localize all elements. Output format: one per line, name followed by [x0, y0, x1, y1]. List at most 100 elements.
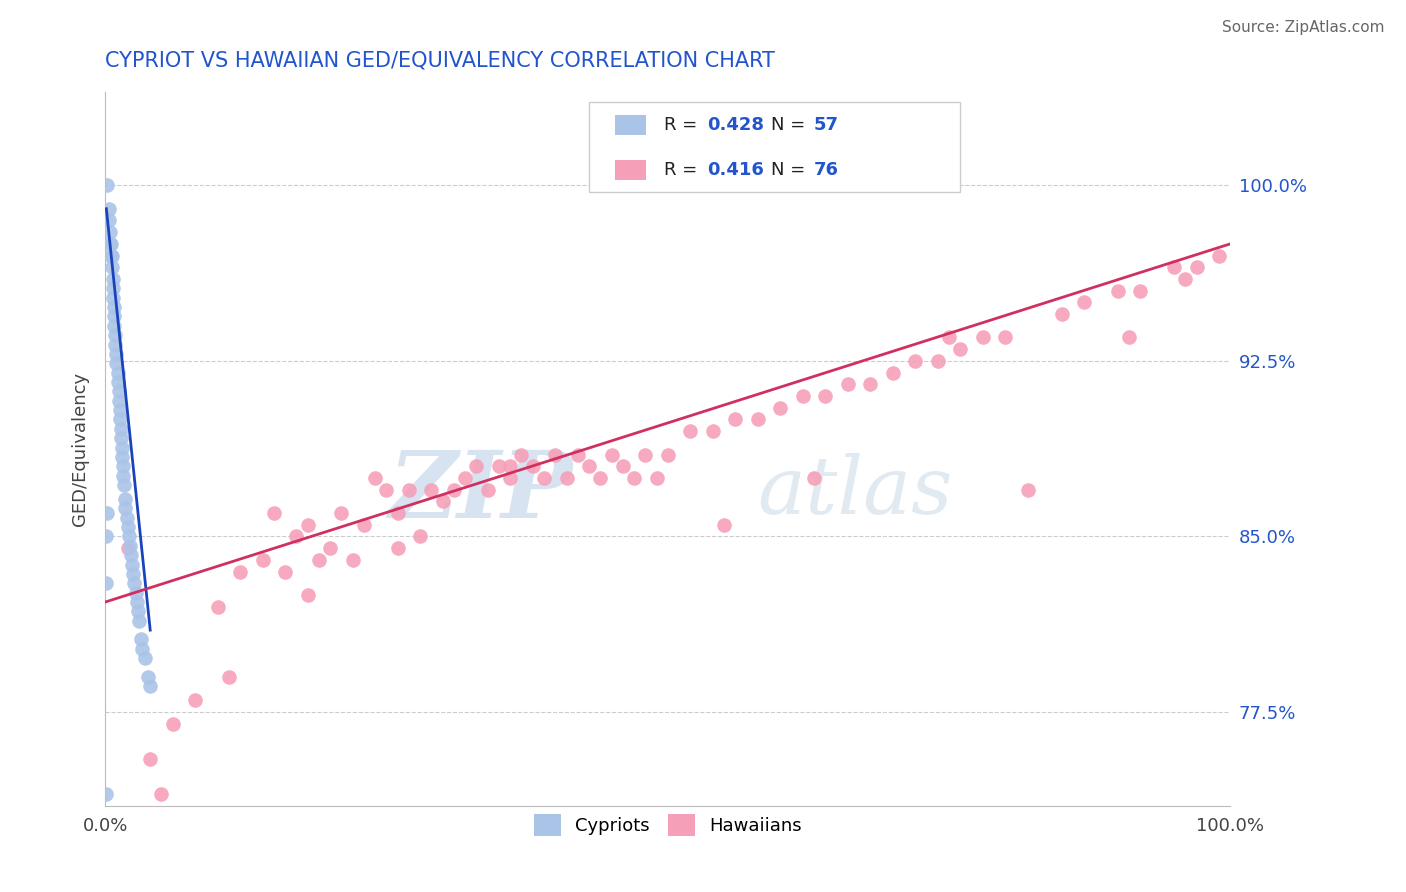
Point — [129, 632, 152, 647]
Point — [555, 471, 578, 485]
Point — [994, 330, 1017, 344]
Text: 76: 76 — [814, 161, 839, 178]
Point — [127, 604, 149, 618]
Point — [207, 599, 229, 614]
Point — [297, 517, 319, 532]
Point — [112, 478, 135, 492]
Point — [131, 641, 153, 656]
Text: CYPRIOT VS HAWAIIAN GED/EQUIVALENCY CORRELATION CHART: CYPRIOT VS HAWAIIAN GED/EQUIVALENCY CORR… — [105, 51, 775, 70]
Point — [98, 236, 121, 251]
Point — [375, 483, 398, 497]
Point — [101, 281, 124, 295]
Text: atlas: atlas — [758, 453, 953, 530]
Point — [98, 225, 121, 239]
Point — [100, 236, 122, 251]
Point — [364, 471, 387, 485]
Point — [330, 506, 353, 520]
Text: R =: R = — [665, 161, 703, 178]
Point — [121, 558, 143, 572]
Point — [101, 291, 124, 305]
Point — [432, 494, 454, 508]
Point — [139, 752, 162, 766]
Point — [96, 787, 118, 801]
Point — [96, 529, 118, 543]
Point — [124, 585, 146, 599]
Point — [465, 459, 488, 474]
Point — [927, 354, 949, 368]
Point — [136, 670, 159, 684]
Point — [100, 248, 122, 262]
Point — [108, 412, 131, 426]
Point — [420, 483, 443, 497]
FancyBboxPatch shape — [614, 160, 647, 179]
Point — [1163, 260, 1185, 275]
Point — [107, 366, 129, 380]
Point — [103, 318, 125, 333]
Point — [96, 506, 118, 520]
Point — [263, 506, 285, 520]
Point — [319, 541, 342, 556]
FancyBboxPatch shape — [614, 115, 647, 136]
Point — [387, 541, 409, 556]
Point — [544, 448, 567, 462]
Point — [342, 553, 364, 567]
Point — [117, 541, 139, 556]
Point — [107, 393, 129, 408]
Point — [150, 787, 173, 801]
Point — [124, 576, 146, 591]
Point — [499, 459, 522, 474]
Point — [814, 389, 837, 403]
Point — [792, 389, 814, 403]
Point — [110, 431, 132, 445]
Point — [107, 384, 129, 399]
Point — [101, 248, 124, 262]
Text: N =: N = — [772, 161, 811, 178]
Point — [285, 529, 308, 543]
Point — [184, 693, 207, 707]
Point — [634, 448, 657, 462]
Point — [1073, 295, 1095, 310]
Point — [105, 347, 128, 361]
Point — [107, 375, 129, 389]
Point — [114, 491, 136, 506]
Point — [522, 459, 544, 474]
Point — [104, 328, 127, 343]
Point — [702, 424, 724, 438]
Point — [972, 330, 994, 344]
Point — [118, 529, 141, 543]
Point — [115, 510, 138, 524]
Point — [118, 539, 141, 553]
Point — [792, 178, 814, 193]
Point — [645, 471, 668, 485]
Point — [101, 260, 124, 275]
Point — [443, 483, 465, 497]
Legend: Cypriots, Hawaiians: Cypriots, Hawaiians — [526, 806, 810, 843]
Point — [567, 448, 589, 462]
Point — [96, 810, 118, 824]
Point — [589, 471, 612, 485]
Point — [679, 424, 702, 438]
Point — [105, 356, 128, 370]
Point — [533, 471, 555, 485]
Point — [803, 471, 825, 485]
Point — [859, 377, 882, 392]
Point — [112, 468, 135, 483]
Point — [252, 553, 274, 567]
Point — [1174, 272, 1197, 286]
Point — [499, 471, 522, 485]
Text: 57: 57 — [814, 116, 839, 134]
Point — [353, 517, 375, 532]
Point — [111, 450, 134, 464]
Point — [96, 178, 118, 193]
Point — [398, 483, 420, 497]
Point — [488, 459, 510, 474]
Point — [1017, 483, 1039, 497]
Point — [103, 300, 125, 314]
Text: ZIP: ZIP — [388, 447, 572, 536]
Point — [623, 471, 645, 485]
Point — [117, 520, 139, 534]
Point — [477, 483, 499, 497]
Point — [713, 517, 735, 532]
Point — [1050, 307, 1073, 321]
Point — [1118, 330, 1140, 344]
